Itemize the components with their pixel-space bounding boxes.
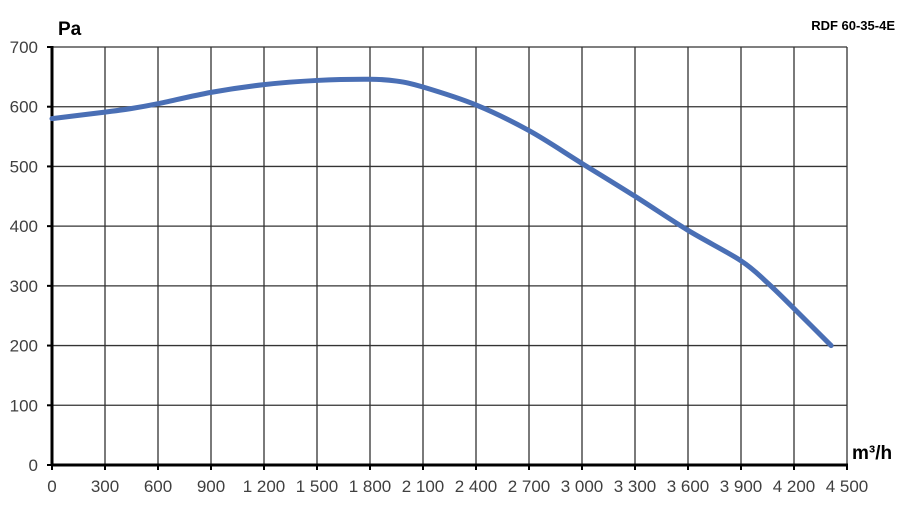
y-tick-label: 300 <box>10 277 38 296</box>
x-tick-label: 3 300 <box>614 477 657 496</box>
x-tick-label: 1 800 <box>349 477 392 496</box>
x-tick-label: 1 500 <box>296 477 339 496</box>
x-tick-label: 2 400 <box>455 477 498 496</box>
x-tick-labels: 0 300 600 900 1 200 1 500 1 800 2 100 2 400 2 700… <box>47 477 868 496</box>
x-axis-label: m³/h <box>852 443 892 464</box>
y-tick-label: 700 <box>10 38 38 57</box>
axes <box>47 46 848 470</box>
y-tick-label: 0 <box>29 456 38 475</box>
x-tick-label: 300 <box>91 477 119 496</box>
y-tick-label: 600 <box>10 98 38 117</box>
y-tick-label: 500 <box>10 157 38 176</box>
y-tick-labels: 0 100 200 300 400 500 600 700 <box>10 38 38 475</box>
x-tick-label: 2 700 <box>508 477 551 496</box>
y-tick-label: 100 <box>10 396 38 415</box>
x-tick-label: 3 600 <box>667 477 710 496</box>
y-axis-label: Pa <box>58 19 82 40</box>
chart-title: RDF 60-35-4E <box>811 18 895 33</box>
x-tick-label: 4 200 <box>773 477 816 496</box>
series-line <box>49 76 834 349</box>
x-tick-label: 3 900 <box>720 477 763 496</box>
x-tick-label: 2 100 <box>402 477 445 496</box>
y-tick-label: 400 <box>10 217 38 236</box>
y-tick-label: 200 <box>10 337 38 356</box>
x-tick-label: 4 500 <box>826 477 869 496</box>
x-tick-label: 0 <box>47 477 56 496</box>
x-tick-label: 600 <box>144 477 172 496</box>
x-tick-label: 900 <box>197 477 225 496</box>
x-tick-label: 1 200 <box>243 477 286 496</box>
grid <box>52 46 848 465</box>
x-tick-label: 3 000 <box>561 477 604 496</box>
